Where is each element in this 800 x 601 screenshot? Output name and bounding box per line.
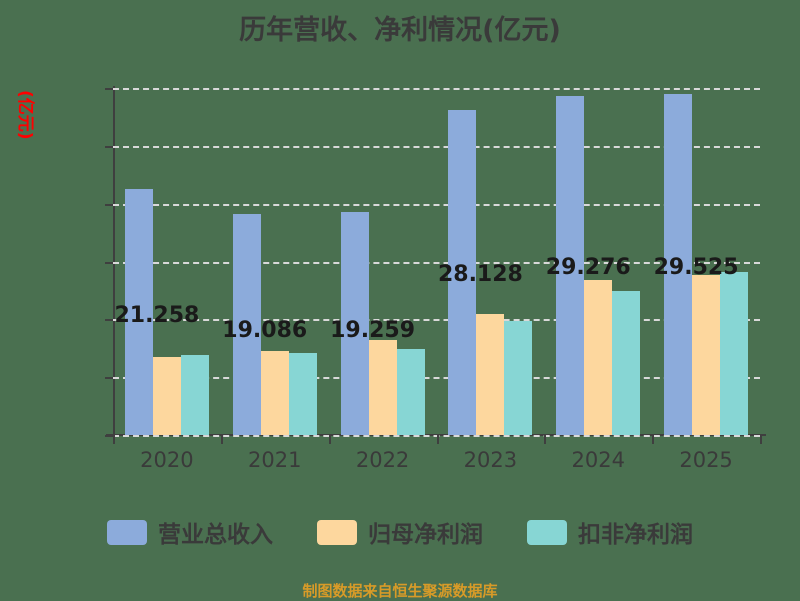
bar-value-label: 28.128 — [437, 262, 523, 287]
x-tick-mark — [328, 435, 331, 444]
bar — [448, 109, 477, 435]
chart-legend: 营业总收入 归母净利润 扣非净利润 — [0, 515, 800, 549]
legend-label: 扣非净利润 — [578, 522, 693, 548]
bar — [260, 351, 289, 435]
bar — [720, 271, 749, 435]
bar — [180, 355, 209, 435]
gridline — [113, 261, 760, 264]
x-tick-mark — [760, 435, 762, 444]
bar-value-label: 21.258 — [114, 303, 200, 328]
legend-item[interactable]: 归母净利润 — [317, 515, 483, 549]
gridline — [113, 377, 760, 380]
legend-label: 营业总收入 — [158, 522, 273, 548]
bar — [692, 274, 721, 435]
bars-layer — [113, 88, 760, 435]
y-tick-mark — [105, 145, 113, 148]
footer-note: 制图数据来自恒生聚源数据库 — [302, 582, 498, 600]
y-tick-mark — [105, 88, 113, 90]
legend-swatch-icon — [527, 519, 567, 545]
y-tick-mark — [105, 319, 113, 322]
legend-item[interactable]: 扣非净利润 — [527, 515, 693, 549]
x-tick-label: 2024 — [571, 448, 625, 472]
bar — [584, 279, 613, 435]
y-tick-mark — [105, 377, 113, 380]
legend-label: 归母净利润 — [368, 522, 483, 548]
y-axis-title: (亿元) — [15, 90, 35, 140]
gridline — [113, 319, 760, 322]
gridline — [113, 203, 760, 206]
bar — [396, 348, 425, 435]
x-tick-label: 2025 — [679, 448, 733, 472]
x-tick-mark — [652, 435, 655, 444]
x-tick-label: 2023 — [463, 448, 518, 472]
x-tick-label: 2021 — [248, 448, 302, 472]
gridline — [113, 145, 760, 148]
x-tick-mark — [113, 435, 115, 444]
bar — [556, 96, 585, 435]
bar — [232, 214, 261, 435]
x-tick-mark — [436, 435, 439, 444]
bar-value-label: 19.086 — [222, 318, 308, 343]
bar — [476, 314, 505, 435]
chart-title: 历年营收、净利情况(亿元) — [239, 15, 561, 46]
bar — [664, 93, 693, 435]
bar — [152, 357, 181, 435]
bar — [340, 212, 369, 435]
bar — [288, 352, 317, 435]
x-tick-mark — [220, 435, 223, 444]
bar — [368, 340, 397, 435]
x-tick-label: 2020 — [140, 448, 194, 472]
legend-swatch-icon — [107, 519, 147, 545]
bar — [124, 189, 153, 435]
x-tick-mark — [544, 435, 547, 444]
y-tick-mark — [105, 435, 113, 437]
x-tick-label: 2022 — [355, 448, 410, 472]
bar — [612, 291, 641, 435]
bar-value-label: 19.259 — [330, 318, 416, 343]
legend-swatch-icon — [317, 519, 357, 545]
y-tick-mark — [105, 203, 113, 206]
bar-value-label: 29.525 — [653, 255, 739, 280]
bar-value-label: 29.276 — [545, 255, 631, 280]
y-tick-mark — [105, 261, 113, 264]
gridline — [113, 88, 760, 90]
bar — [504, 321, 533, 435]
legend-item[interactable]: 营业总收入 — [107, 515, 273, 549]
